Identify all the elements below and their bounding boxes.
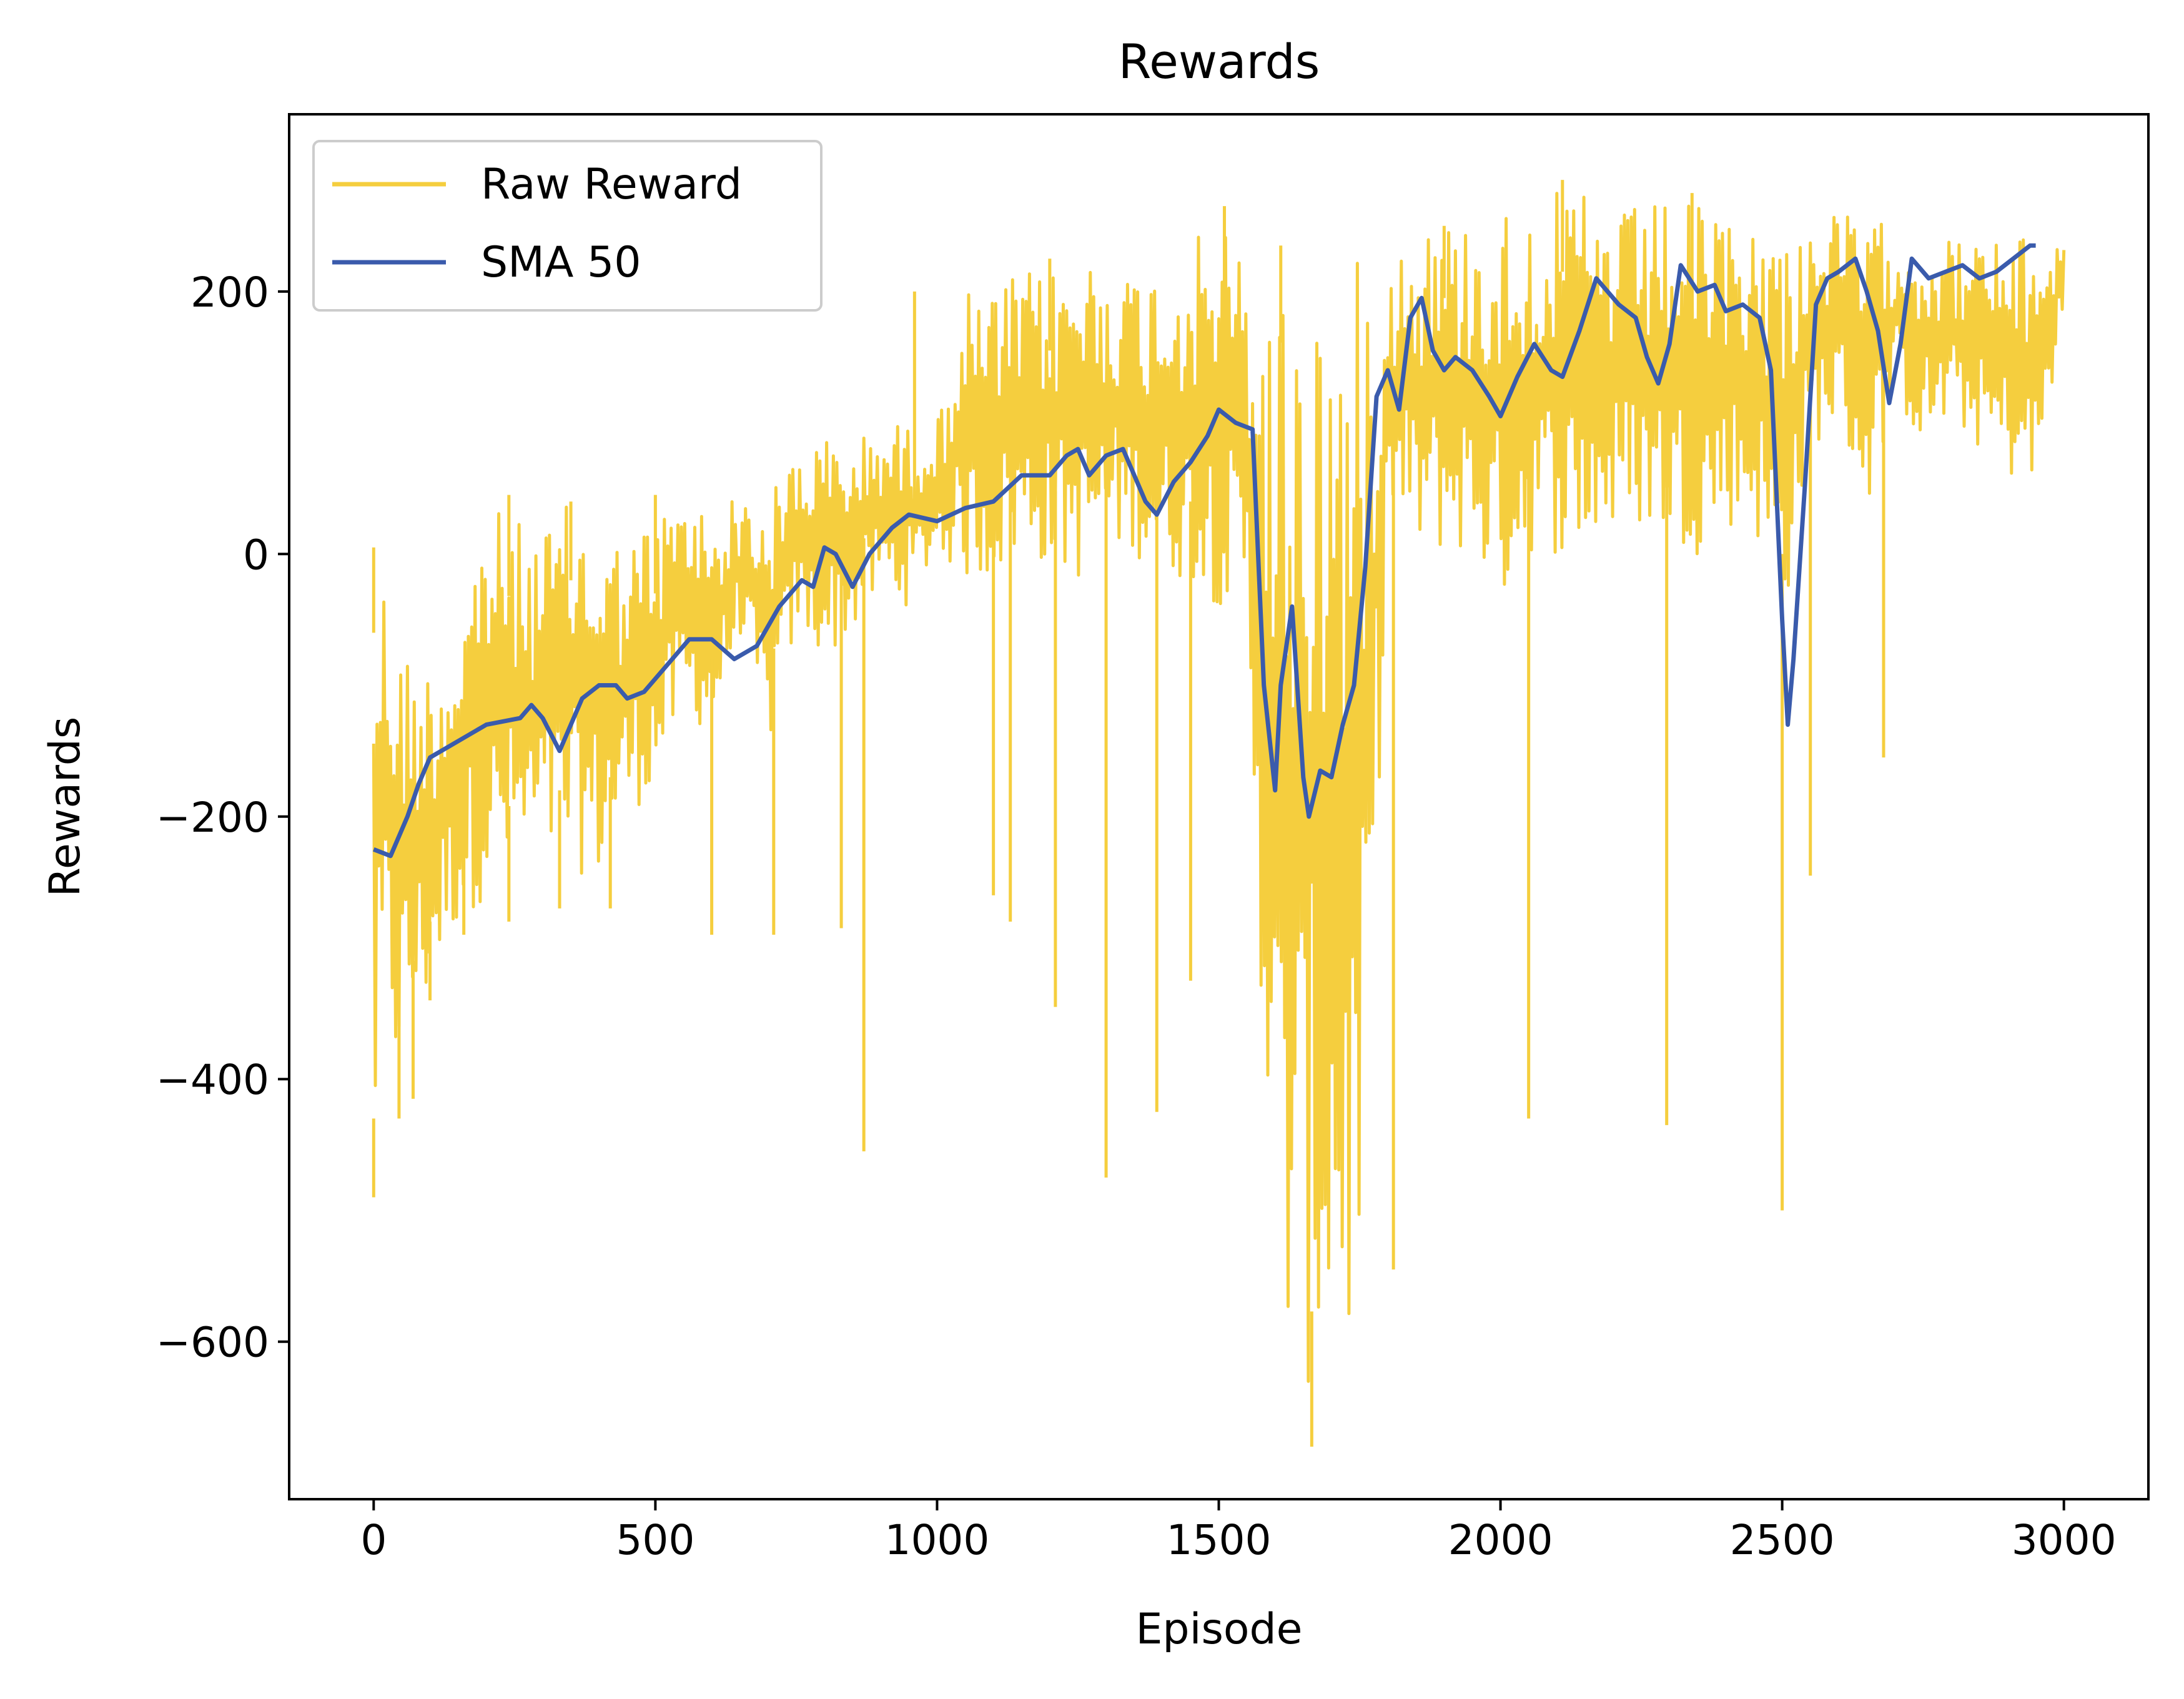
x-tick-label: 1500 [1167,1516,1272,1564]
x-axis: 0 500 1000 1500 2000 2500 3000 [360,1499,2117,1564]
legend: Raw Reward SMA 50 [312,140,823,312]
y-tick-label: −200 [156,794,269,842]
chart-title: Rewards [1119,34,1320,89]
y-tick-label: 200 [190,268,269,317]
legend-label-sma-50: SMA 50 [481,238,641,287]
x-tick-label: 2000 [1448,1516,1553,1564]
x-tick-label: 2500 [1730,1516,1835,1564]
sma-50-line [373,243,2036,859]
legend-label-raw-reward: Raw Reward [481,160,742,209]
x-tick-label: 3000 [2012,1516,2117,1564]
y-tick-label: −400 [156,1056,269,1104]
y-tick-label: 0 [243,531,269,579]
x-tick-label: 500 [616,1516,694,1564]
y-axis-label: Rewards [41,717,90,897]
y-axis: −600 −400 −200 0 200 [156,268,289,1367]
sma-series [373,243,2036,859]
raw-reward-line [372,192,2066,1383]
raw-reward-series [372,180,2066,1447]
x-axis-label: Episode [1135,1605,1302,1654]
x-tick-label: 1000 [884,1516,989,1564]
x-tick-label: 0 [360,1516,387,1564]
y-tick-label: −600 [156,1319,269,1367]
